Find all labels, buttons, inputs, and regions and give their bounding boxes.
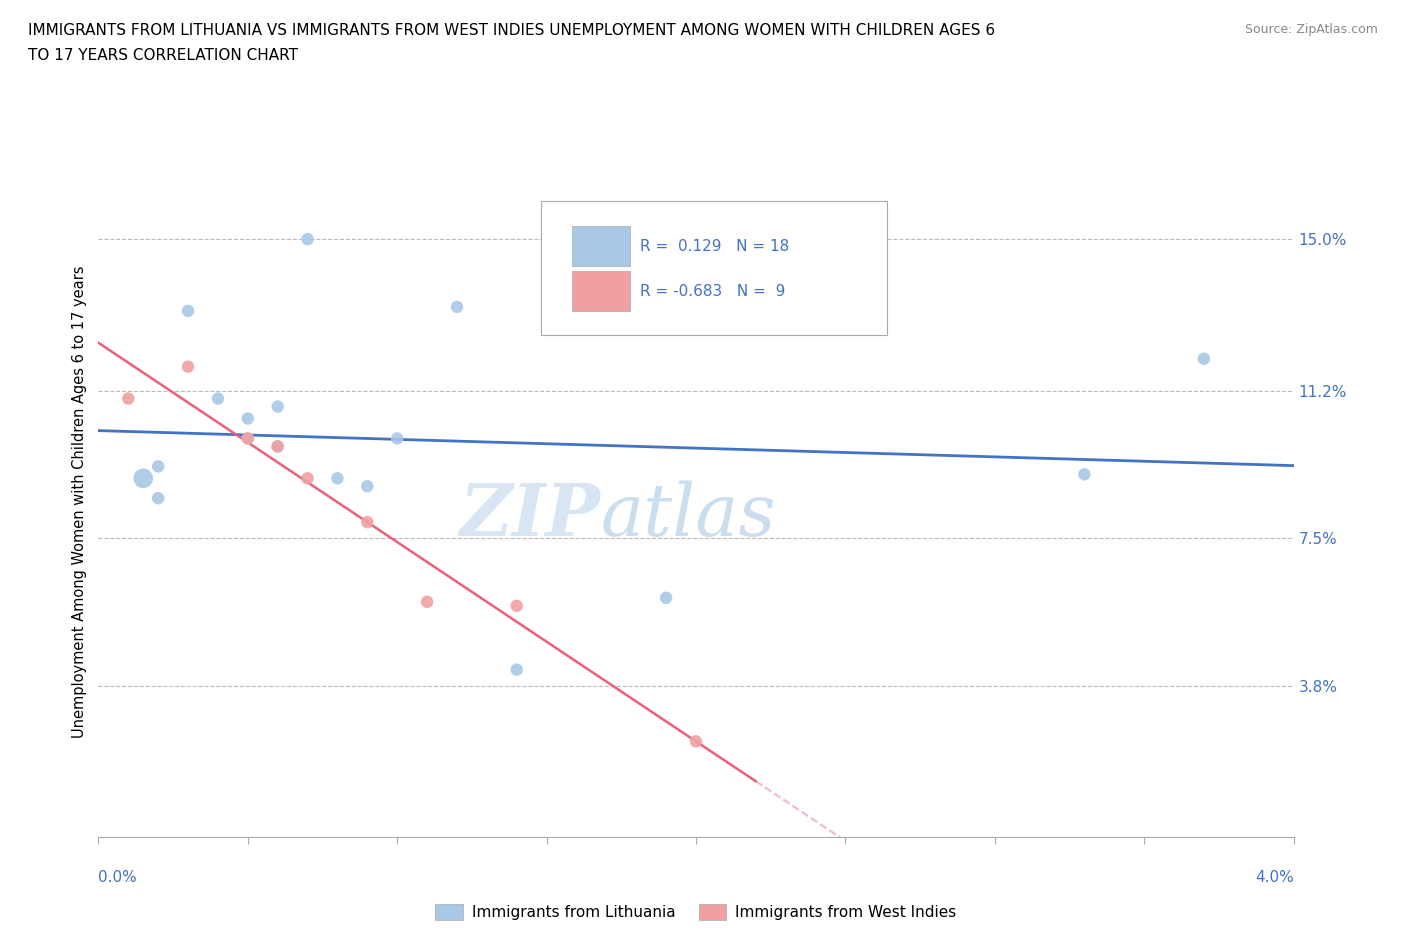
- Point: [236, 431, 259, 445]
- Point: [297, 471, 319, 485]
- Point: [655, 591, 678, 605]
- Text: atlas: atlas: [600, 480, 776, 551]
- Text: TO 17 YEARS CORRELATION CHART: TO 17 YEARS CORRELATION CHART: [28, 48, 298, 63]
- FancyBboxPatch shape: [572, 226, 630, 266]
- Point: [385, 431, 409, 445]
- Point: [685, 734, 707, 749]
- Point: [356, 479, 378, 494]
- Point: [267, 399, 290, 414]
- Point: [132, 471, 155, 485]
- Legend: Immigrants from Lithuania, Immigrants from West Indies: Immigrants from Lithuania, Immigrants fr…: [429, 898, 963, 926]
- Text: R = -0.683   N =  9: R = -0.683 N = 9: [640, 284, 785, 299]
- Point: [148, 491, 170, 506]
- Point: [177, 359, 200, 374]
- FancyBboxPatch shape: [572, 272, 630, 311]
- Point: [207, 392, 229, 406]
- Point: [1192, 352, 1215, 366]
- Point: [177, 303, 200, 318]
- Text: 4.0%: 4.0%: [1254, 870, 1294, 884]
- Point: [297, 232, 319, 246]
- Text: IMMIGRANTS FROM LITHUANIA VS IMMIGRANTS FROM WEST INDIES UNEMPLOYMENT AMONG WOME: IMMIGRANTS FROM LITHUANIA VS IMMIGRANTS …: [28, 23, 995, 38]
- Point: [267, 439, 290, 454]
- Point: [267, 439, 290, 454]
- Point: [236, 431, 259, 445]
- Point: [1073, 467, 1095, 482]
- Text: ZIP: ZIP: [460, 480, 600, 551]
- FancyBboxPatch shape: [540, 201, 887, 335]
- Text: R =  0.129   N = 18: R = 0.129 N = 18: [640, 239, 789, 254]
- Text: 0.0%: 0.0%: [98, 870, 138, 884]
- Point: [117, 392, 139, 406]
- Point: [506, 598, 529, 613]
- Point: [326, 471, 349, 485]
- Y-axis label: Unemployment Among Women with Children Ages 6 to 17 years: Unemployment Among Women with Children A…: [72, 266, 87, 738]
- Point: [148, 458, 170, 473]
- Point: [356, 514, 378, 529]
- Point: [446, 299, 468, 314]
- Point: [236, 411, 259, 426]
- Point: [506, 662, 529, 677]
- Point: [416, 594, 439, 609]
- Text: Source: ZipAtlas.com: Source: ZipAtlas.com: [1244, 23, 1378, 36]
